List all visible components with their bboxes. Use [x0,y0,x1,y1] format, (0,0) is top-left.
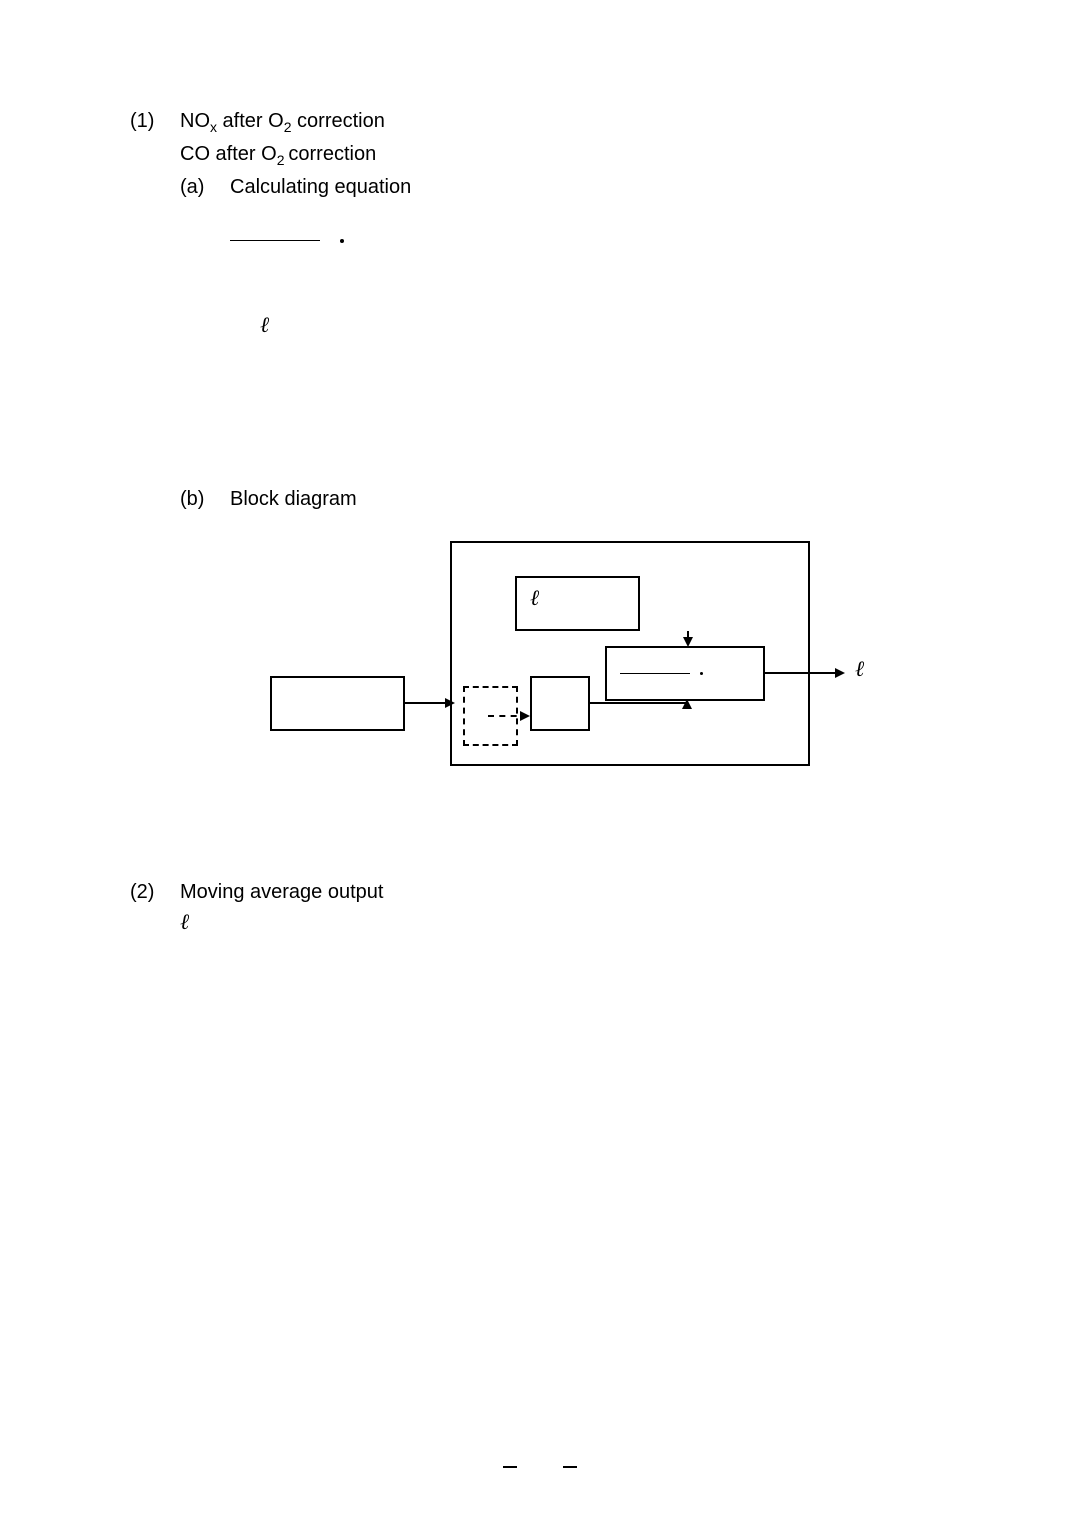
block-diagram: ℓ ℓ [250,541,950,801]
section-1-title-line1: NOx after O2 correction [180,110,950,135]
subsection-b-text: Block diagram [230,488,357,511]
section-2-header: (2) Moving average output [130,881,950,904]
section-1-header: (1) NOx after O2 correction [130,110,950,135]
arrow-head-inner-up [682,699,692,709]
section-1-title-line2: CO after O2 correction [180,143,950,168]
diagram-inner-left-box [530,676,590,731]
section-2-number: (2) [130,881,180,904]
subsection-b: (b) Block diagram [180,488,950,511]
ell-symbol-2: ℓ [180,909,950,935]
ell-symbol-1: ℓ [260,312,950,338]
diagram-left-outer-box [270,676,405,731]
arrow-line-output [765,672,840,674]
diagram-top-box-ell: ℓ [530,585,539,611]
page-footer [0,1455,1080,1478]
equation-fraction-line [230,229,950,252]
diagram-right-box-dot [700,672,703,675]
arrow-line-inner-right [590,702,687,704]
subsection-b-number: (b) [180,488,230,511]
diagram-output-ell: ℓ [855,656,864,682]
subsection-a: (a) Calculating equation [180,176,950,199]
arrow-head-left-to-outer [445,698,455,708]
co-label: CO after O2 correction [180,143,376,165]
equation-area: ℓ [230,229,950,338]
section-1-number: (1) [130,110,180,135]
footer-dash-right [563,1466,577,1468]
arrow-line-left-to-outer [405,702,450,704]
nox-label: NOx after O2 correction [180,110,385,132]
subsection-a-text: Calculating equation [230,176,411,199]
arrow-head-top-down [683,637,693,647]
arrow-head-dashed [520,711,530,721]
footer-dash-left [503,1466,517,1468]
section-2-text: Moving average output [180,881,383,904]
subsection-a-number: (a) [180,176,230,199]
page-content: (1) NOx after O2 correction CO after O2 … [0,0,1080,935]
diagram-right-box-line [620,673,690,674]
arrow-head-output [835,668,845,678]
